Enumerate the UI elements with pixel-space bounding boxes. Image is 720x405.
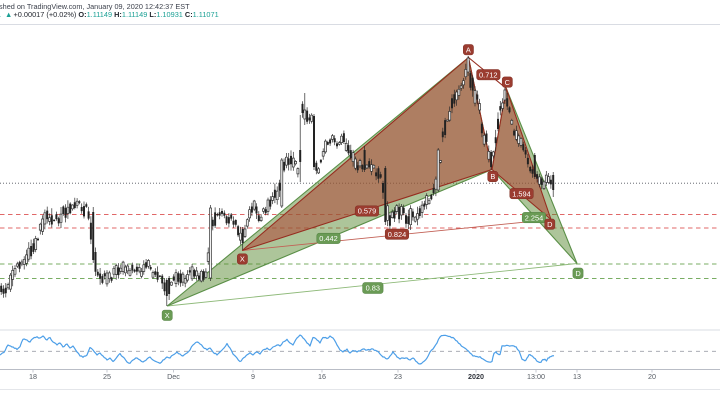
svg-text:0.442: 0.442 [319,234,338,243]
svg-text:B: B [490,172,495,181]
svg-text:Dec: Dec [167,372,180,381]
svg-text:.: . [0,10,1,19]
svg-text:13:00: 13:00 [527,372,545,381]
svg-text:1.594: 1.594 [512,189,531,198]
svg-text:9: 9 [251,372,255,381]
svg-text:16: 16 [318,372,326,381]
svg-text:0.83: 0.83 [366,284,380,293]
svg-text:D: D [547,220,552,229]
svg-text:X: X [165,311,170,320]
svg-text:X: X [240,255,245,264]
svg-text:A: A [466,45,471,54]
svg-text:shed on TradingView.com, Janua: shed on TradingView.com, January 09, 202… [0,2,190,11]
svg-text:▲: ▲ [5,10,12,19]
svg-text:18: 18 [29,372,37,381]
svg-text:+0.00017 (+0.02%) O:1.11149 H:: +0.00017 (+0.02%) O:1.11149 H:1.11149 L:… [14,10,219,19]
svg-text:23: 23 [394,372,402,381]
svg-text:25: 25 [103,372,111,381]
svg-text:20: 20 [648,372,656,381]
svg-text:0.579: 0.579 [358,207,377,216]
svg-text:2020: 2020 [468,372,484,381]
svg-text:13: 13 [573,372,581,381]
svg-text:0.824: 0.824 [388,230,407,239]
svg-text:D: D [575,269,580,278]
svg-text:C: C [505,78,511,87]
svg-text:0.712: 0.712 [479,70,498,79]
svg-text:2.254: 2.254 [525,213,544,222]
